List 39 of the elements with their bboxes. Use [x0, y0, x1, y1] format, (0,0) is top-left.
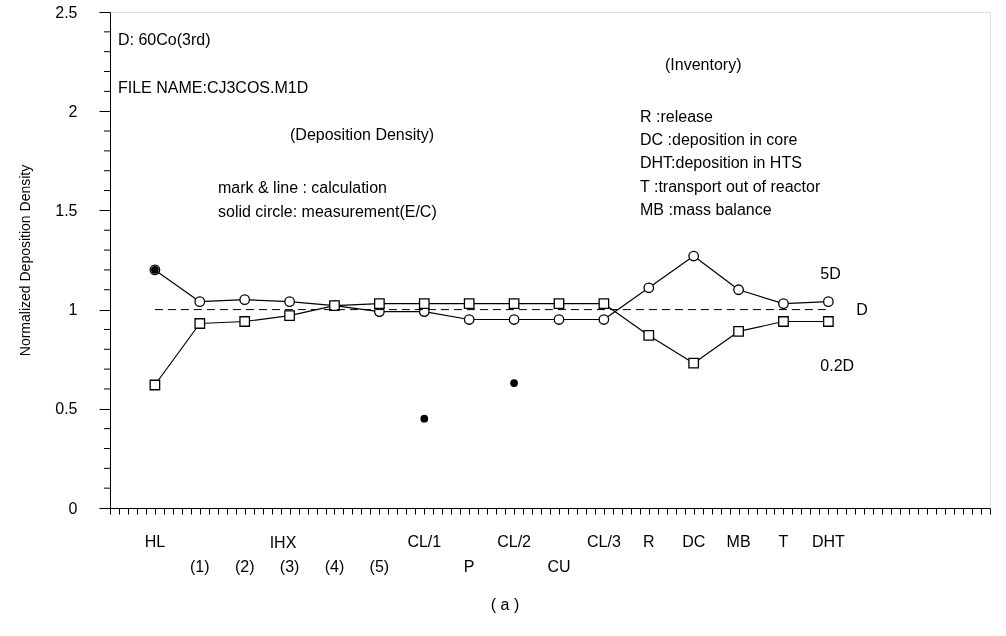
y-tick-label: 1 [68, 301, 78, 319]
y-tick-label: 0 [68, 499, 78, 517]
y-tick-label: 1.5 [55, 201, 78, 219]
x-tick-label: R [642, 533, 655, 550]
x-tick-label: MB [726, 533, 751, 550]
annotation: R :release [640, 108, 714, 125]
annotation: FILE NAME:CJ3COS.M1D [118, 79, 309, 96]
y-axis-title: Normalized Deposition Density [17, 164, 34, 357]
text: ( a ) [490, 596, 520, 613]
y-tick-label: 2 [68, 102, 78, 120]
x-tick-label: DC [682, 533, 706, 550]
x-tick-label: CU [547, 558, 571, 575]
series-label: 5D [820, 264, 841, 282]
annotation: solid circle: measurement(E/C) [218, 203, 437, 220]
annotation: T :transport out of reactor [640, 178, 821, 195]
ref-line-label: D [856, 300, 868, 318]
x-tick-label: (3) [279, 558, 300, 575]
annotation: DC :deposition in core [640, 131, 798, 148]
annotation: MB :mass balance [640, 201, 772, 218]
x-tick-label: DHT [811, 533, 846, 550]
annotation: (Deposition Density) [290, 126, 435, 143]
x-tick-label: (1) [190, 558, 210, 575]
y-tick-label: 2.5 [55, 3, 78, 21]
text: IHX [269, 534, 297, 551]
y-tick-label: 0.5 [55, 400, 78, 418]
x-tick-label: CL/3 [586, 533, 621, 550]
x-tick-label: CL/2 [497, 533, 532, 550]
x-tick-label: HL [144, 533, 166, 550]
series-label: 0.2D [820, 356, 855, 374]
annotation: mark & line : calculation [218, 179, 387, 196]
x-tick-label: (5) [369, 558, 390, 575]
annotation: (Inventory) [665, 56, 742, 73]
annotation: DHT:deposition in HTS [640, 154, 802, 171]
annotation: D: 60Co(3rd) [118, 31, 211, 48]
x-tick-label: (4) [324, 558, 345, 575]
x-tick-label: P [463, 558, 475, 575]
x-tick-label: CL/1 [407, 533, 442, 550]
x-tick-label: (2) [234, 558, 255, 575]
x-tick-label: T [778, 533, 789, 550]
